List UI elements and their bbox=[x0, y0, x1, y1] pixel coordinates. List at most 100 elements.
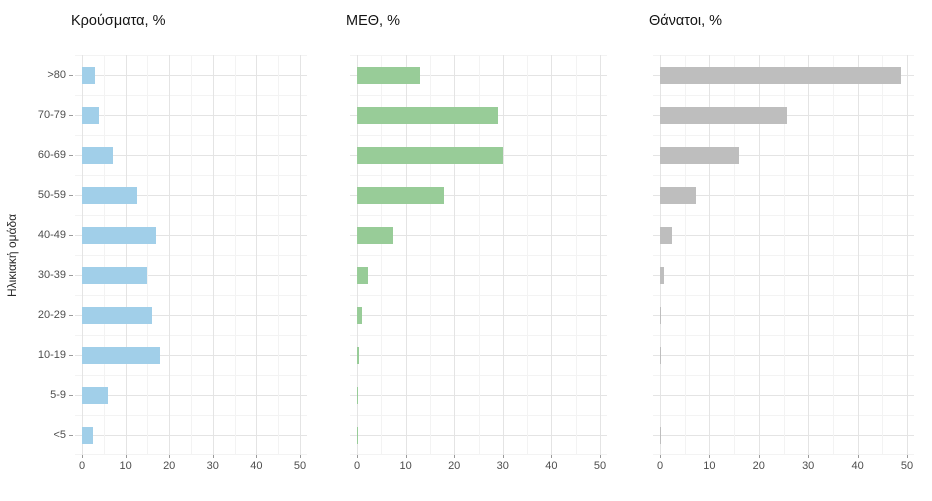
bar-20-29 bbox=[82, 306, 152, 324]
gridline-v-major bbox=[169, 55, 171, 455]
gridline-v-minor bbox=[882, 55, 884, 455]
x-tick-label: 0 bbox=[353, 460, 361, 472]
panel-icu bbox=[350, 55, 607, 455]
y-tick-label: 60-69 bbox=[37, 149, 66, 161]
x-tick-mark bbox=[125, 455, 127, 458]
x-tick-label: 0 bbox=[78, 460, 86, 472]
y-tick-mark bbox=[69, 155, 73, 156]
bar-10-19 bbox=[82, 346, 161, 364]
y-tick-label: >80 bbox=[47, 69, 66, 81]
bar-<5 bbox=[82, 426, 93, 444]
x-tick-mark bbox=[82, 455, 83, 458]
bar-10-19 bbox=[357, 346, 359, 364]
x-tick-mark bbox=[502, 455, 504, 458]
x-tick-label: 10 bbox=[399, 460, 412, 472]
bar->80 bbox=[82, 66, 96, 84]
gridline-v-major bbox=[808, 55, 810, 455]
y-tick-mark bbox=[69, 115, 73, 116]
x-tick-mark bbox=[169, 455, 171, 458]
bar->80 bbox=[357, 66, 421, 84]
bar-50-59 bbox=[660, 186, 697, 204]
gridline-v-major bbox=[600, 55, 601, 455]
bar-20-29 bbox=[357, 306, 362, 324]
y-tick-label: <5 bbox=[53, 429, 66, 441]
y-tick-label: 20-29 bbox=[37, 309, 66, 321]
gridline-v-minor bbox=[278, 55, 280, 455]
gridline-v-minor bbox=[234, 55, 236, 455]
gridline-v-minor bbox=[783, 55, 785, 455]
x-tick-label: 10 bbox=[703, 460, 716, 472]
x-tick-mark bbox=[907, 455, 908, 458]
panel-title-icu: ΜΕΘ, % bbox=[346, 13, 400, 29]
x-tick-mark bbox=[660, 455, 661, 458]
gridline-v-major bbox=[551, 55, 553, 455]
bar-10-19 bbox=[660, 346, 661, 364]
y-tick-label: 40-49 bbox=[37, 229, 66, 241]
gridline-v-minor bbox=[478, 55, 480, 455]
gridline-v-major bbox=[907, 55, 908, 455]
gridline-v-major bbox=[502, 55, 504, 455]
x-tick-label: 40 bbox=[545, 460, 558, 472]
gridline-v-minor bbox=[575, 55, 577, 455]
x-tick-label: 30 bbox=[206, 460, 219, 472]
x-tick-mark bbox=[551, 455, 553, 458]
gridline-v-major bbox=[405, 55, 407, 455]
bar-30-39 bbox=[82, 266, 148, 284]
x-tick-label: 40 bbox=[250, 460, 263, 472]
x-tick-mark bbox=[454, 455, 456, 458]
bar->80 bbox=[660, 66, 901, 84]
gridline-v-major bbox=[125, 55, 127, 455]
x-tick-label: 20 bbox=[448, 460, 461, 472]
gridline-v-minor bbox=[684, 55, 686, 455]
y-tick-label: 10-19 bbox=[37, 349, 66, 361]
y-tick-mark bbox=[69, 315, 73, 316]
gridline-v-major bbox=[660, 55, 661, 455]
gridline-v-minor bbox=[832, 55, 834, 455]
x-tick-label: 10 bbox=[119, 460, 132, 472]
gridline-v-major bbox=[357, 55, 358, 455]
x-tick-mark bbox=[300, 455, 301, 458]
y-tick-mark bbox=[69, 195, 73, 196]
bar-60-69 bbox=[357, 146, 503, 164]
gridline-v-major bbox=[82, 55, 83, 455]
x-tick-label: 30 bbox=[802, 460, 815, 472]
x-tick-mark bbox=[857, 455, 859, 458]
y-tick-mark bbox=[69, 235, 73, 236]
y-tick-label: 5-9 bbox=[50, 389, 66, 401]
x-tick-label: 50 bbox=[900, 460, 914, 472]
gridline-v-major bbox=[709, 55, 711, 455]
bar-40-49 bbox=[357, 226, 394, 244]
x-tick-mark bbox=[212, 455, 214, 458]
panel-title-cases: Κρούσματα, % bbox=[71, 13, 166, 29]
gridline-v-major bbox=[300, 55, 301, 455]
panel-deaths bbox=[653, 55, 914, 455]
y-tick-mark bbox=[69, 435, 73, 436]
x-tick-label: 20 bbox=[752, 460, 765, 472]
gridline-v-minor bbox=[429, 55, 431, 455]
bar-70-79 bbox=[660, 106, 787, 124]
bar-<5 bbox=[357, 426, 358, 444]
x-tick-label: 30 bbox=[496, 460, 509, 472]
gridline-v-minor bbox=[147, 55, 149, 455]
bar-70-79 bbox=[357, 106, 498, 124]
y-tick-label: 70-79 bbox=[37, 109, 66, 121]
gridline-v-minor bbox=[381, 55, 383, 455]
x-tick-mark bbox=[808, 455, 810, 458]
y-tick-mark bbox=[69, 355, 73, 356]
x-tick-label: 50 bbox=[293, 460, 307, 472]
gridline-v-minor bbox=[191, 55, 192, 455]
y-tick-mark bbox=[69, 395, 73, 396]
bar-30-39 bbox=[660, 266, 664, 284]
y-tick-label: 50-59 bbox=[37, 189, 66, 201]
gridline-v-minor bbox=[103, 55, 105, 455]
x-tick-mark bbox=[758, 455, 760, 458]
bar-40-49 bbox=[82, 226, 157, 244]
x-tick-label: 40 bbox=[851, 460, 864, 472]
gridline-v-major bbox=[256, 55, 258, 455]
bar-5-9 bbox=[82, 386, 109, 404]
bar-30-39 bbox=[357, 266, 369, 284]
x-tick-mark bbox=[600, 455, 601, 458]
gridline-v-major bbox=[758, 55, 760, 455]
gridline-v-minor bbox=[734, 55, 736, 455]
